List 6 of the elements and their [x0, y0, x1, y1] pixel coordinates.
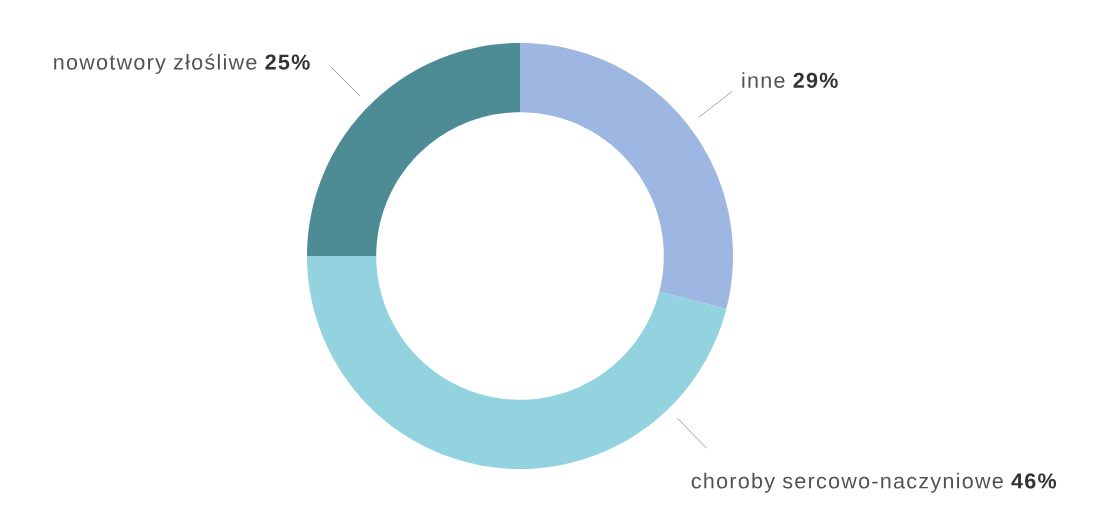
data-label: 29%	[793, 72, 838, 88]
data-label: 25%	[265, 54, 310, 70]
slice-label: choroby sercowo-naczyniowe	[691, 472, 1003, 493]
data-label: 46%	[1011, 473, 1057, 489]
slice-label: inne	[742, 72, 785, 88]
slice-label: nowotwory złośliwe	[54, 53, 257, 74]
